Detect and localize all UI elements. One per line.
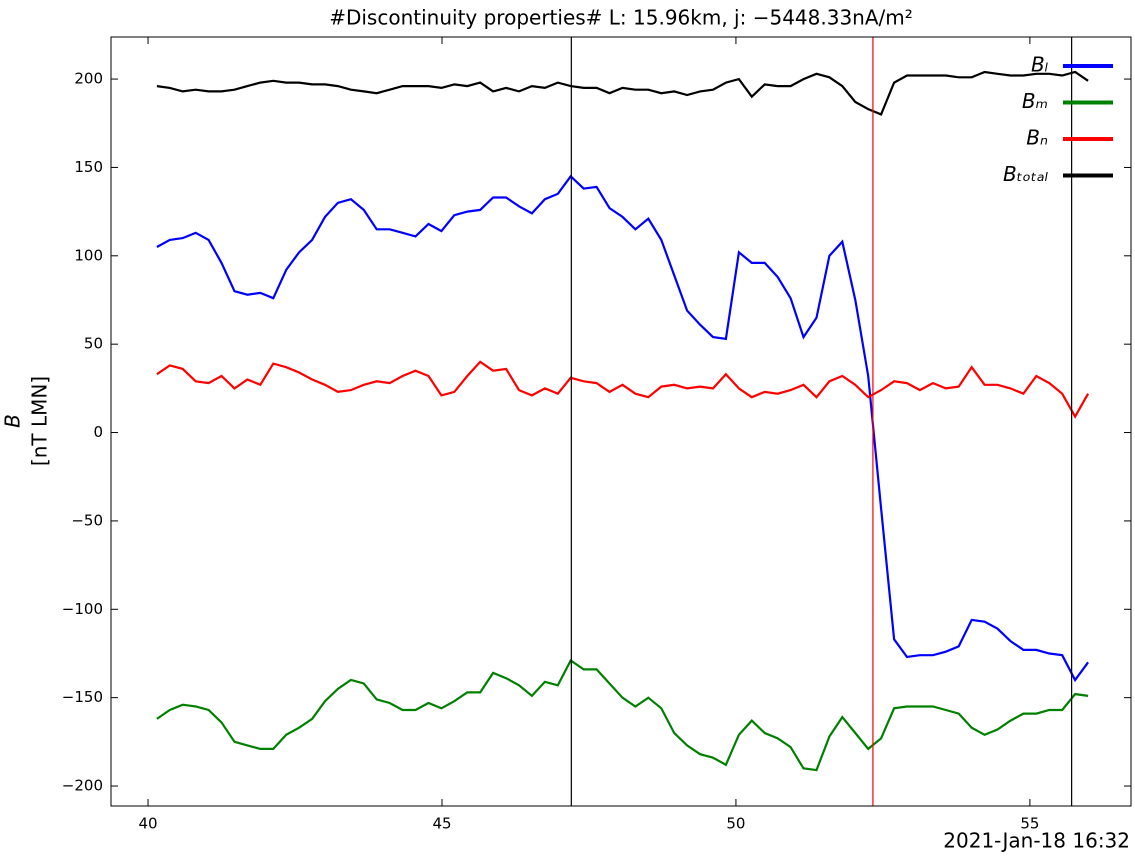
series-line: [156, 174, 1089, 683]
legend-label: Bₘ: [1022, 89, 1048, 113]
y-tick-label: 50: [84, 335, 103, 353]
y-tick-label: 150: [74, 158, 103, 176]
x-tick-label: 50: [726, 815, 745, 833]
legend-label: Bₜₒₜₐₗ: [1003, 162, 1049, 186]
series-line: [156, 360, 1090, 419]
x-tick-label: 45: [432, 815, 451, 833]
y-axis-label: B: [1, 414, 25, 428]
x-axis-label: 2021-Jan-18 16:32: [943, 829, 1130, 853]
legend-label: Bₗ: [1031, 53, 1049, 77]
y-tick-label: −200: [62, 777, 103, 795]
y-tick-label: 200: [74, 70, 103, 88]
series-line: [156, 658, 1089, 772]
x-tick-label: 55: [1020, 815, 1039, 833]
x-tick-label: 40: [138, 815, 157, 833]
chart-title: #Discontinuity properties# L: 15.96km, j…: [329, 6, 913, 30]
legend-label: Bₙ: [1026, 126, 1048, 150]
y-axis-label: [nT LMN]: [28, 376, 52, 466]
series-line: [156, 70, 1089, 116]
y-tick-label: 100: [74, 246, 103, 264]
y-tick-label: −150: [62, 688, 103, 706]
plot-frame: [110, 36, 1132, 807]
y-tick-label: −100: [62, 600, 103, 618]
y-tick-label: −50: [71, 511, 103, 529]
y-tick-label: 0: [93, 423, 103, 441]
